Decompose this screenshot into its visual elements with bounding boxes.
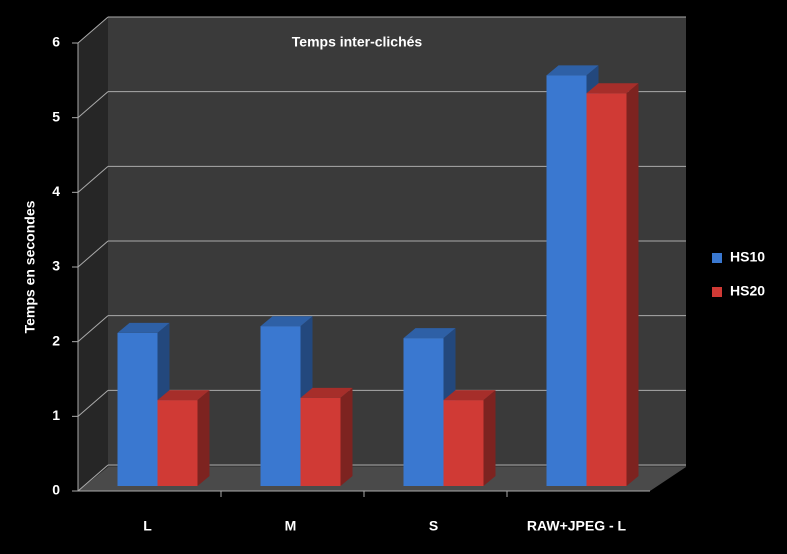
grid-line — [77, 464, 109, 492]
legend-label: HS10 — [730, 249, 765, 265]
chart-title: Temps inter-clichés — [292, 34, 423, 50]
bar — [157, 400, 198, 486]
bar-side — [197, 390, 210, 486]
legend-swatch — [712, 253, 722, 263]
bar-top — [586, 83, 639, 94]
bar — [586, 93, 627, 487]
back-wall — [108, 17, 686, 467]
bar-top — [403, 328, 456, 339]
y-tick-label: 4 — [52, 183, 60, 199]
grid-line — [77, 315, 109, 343]
grid-line — [77, 16, 109, 44]
grid-line — [77, 165, 109, 193]
grid-line — [77, 240, 109, 268]
bar-top — [300, 387, 353, 398]
floor — [78, 467, 686, 491]
y-tick-label: 6 — [52, 34, 60, 50]
x-tick-label: L — [143, 518, 152, 534]
bar-top — [443, 390, 496, 401]
bar-top — [117, 322, 170, 333]
x-tick-label: S — [429, 518, 438, 534]
bar — [117, 332, 158, 486]
bar — [300, 397, 341, 486]
bar-top — [546, 65, 599, 76]
y-tick-label: 2 — [52, 332, 60, 348]
bar-side — [483, 390, 496, 486]
bar — [443, 400, 484, 486]
bar — [546, 75, 587, 486]
grid-line — [77, 91, 109, 119]
legend-swatch — [712, 287, 722, 297]
bar-top — [260, 316, 313, 327]
x-tick-label: RAW+JPEG - L — [527, 518, 627, 534]
y-axis-title: Temps en secondes — [22, 200, 38, 333]
bar-side — [626, 83, 639, 487]
bar — [260, 326, 301, 486]
y-tick-label: 0 — [52, 482, 60, 498]
y-tick-label: 1 — [52, 407, 60, 423]
bar — [403, 338, 444, 486]
grid-line — [77, 389, 109, 417]
y-tick-label: 3 — [52, 258, 60, 274]
legend-label: HS20 — [730, 283, 765, 299]
bar-top — [157, 390, 210, 401]
x-tick-label: M — [285, 518, 297, 534]
y-tick-label: 5 — [52, 108, 60, 124]
bar-side — [340, 387, 353, 486]
